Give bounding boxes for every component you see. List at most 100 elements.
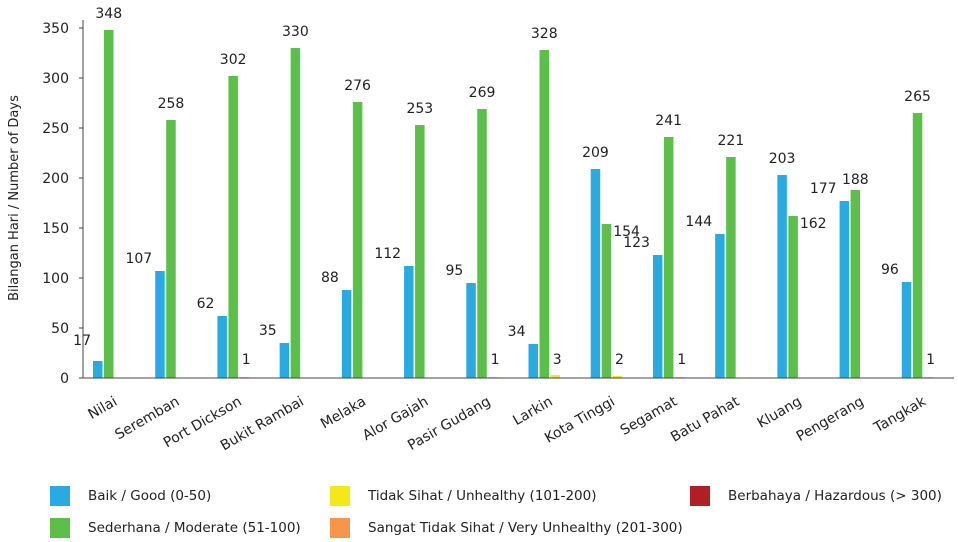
legend-swatch-hazardous [690,486,710,506]
bar [341,290,352,378]
bar [166,120,176,378]
y-axis-title: Bilangan Hari / Number of Days [7,95,22,301]
data-label: 253 [406,101,433,117]
data-label: 188 [842,172,869,188]
bar [352,102,363,378]
bar [850,190,861,378]
data-label: 123 [623,235,650,251]
bar [290,48,301,378]
bar [539,50,549,378]
x-tick-label: Tangkak [871,393,930,436]
bar [777,175,787,378]
bar-chart: Bilangan Hari / Number of Days 0 50 100 150… [7,6,954,454]
bar [477,109,487,378]
data-label: 241 [655,113,682,129]
x-tick-label: Larkin [510,394,555,429]
bar [528,344,538,378]
legend-item-moderate: Sederhana / Moderate (51-100) [50,518,301,538]
data-label: 1 [242,352,251,368]
bar [663,137,674,378]
data-label: 112 [374,246,401,262]
x-tick-label: Pengerang [794,394,867,445]
x-tick-label: Kota Tinggi [542,394,618,447]
data-label: 34 [508,324,526,340]
y-tick-label: 100 [42,271,69,287]
bar [715,234,725,378]
bar [155,271,165,378]
legend-swatch-good [50,486,70,506]
data-label: 1 [677,352,686,368]
bar [612,376,623,378]
legend-label-hazardous: Berbahaya / Hazardous (> 300) [728,488,942,504]
data-label: 276 [344,78,371,94]
legend-item-unhealthy: Tidak Sihat / Unhealthy (101-200) [330,486,597,506]
data-label: 328 [531,26,558,42]
data-label: 144 [685,214,712,230]
bar [279,343,290,378]
bar [901,282,912,378]
bar [912,113,923,378]
x-tick-label: Melaka [318,394,369,433]
bar [228,76,238,378]
y-tick-label: 0 [60,371,69,387]
legend-swatch-unhealthy [330,486,350,506]
data-labels: 1734810725862302135330882761122539526913… [73,6,935,368]
bar [415,125,425,378]
bar [726,157,736,378]
bar [550,375,560,378]
data-label: 177 [810,181,837,197]
bar [93,361,103,378]
data-label: 203 [769,151,796,167]
data-label: 88 [321,270,339,286]
data-label: 17 [73,333,91,349]
data-label: 265 [904,89,931,105]
data-label: 2 [615,352,624,368]
x-tick-label: Nilai [85,394,120,423]
bar [652,255,663,378]
data-label: 96 [881,262,899,278]
x-tick-label: Batu Pahat [668,393,743,445]
bar [601,224,612,378]
data-label: 154 [613,224,640,240]
data-label: 3 [553,352,562,368]
y-tick-label: 150 [42,221,69,237]
bar [104,30,114,378]
data-label: 1 [491,352,500,368]
data-label: 302 [220,52,247,68]
data-label: 107 [125,251,152,267]
legend-label-good: Baik / Good (0-50) [88,488,212,504]
bar [788,216,798,378]
data-label: 62 [197,296,215,312]
data-label: 162 [800,216,827,232]
x-tick-label: Kluang [755,394,805,432]
legend-label-moderate: Sederhana / Moderate (51-100) [88,520,301,536]
legend-item-very-unhealthy: Sangat Tidak Sihat / Very Unhealthy (201… [330,518,683,538]
data-label: 221 [718,133,745,149]
legend-item-hazardous: Berbahaya / Hazardous (> 300) [690,486,942,506]
legend: Baik / Good (0-50) Sederhana / Moderate … [0,480,958,542]
data-label: 258 [158,96,185,112]
data-label: 209 [582,145,609,161]
bar [590,169,601,378]
data-label: 269 [469,85,496,101]
data-label: 348 [95,6,122,22]
bars [93,30,934,378]
y-tick-label: 250 [42,121,69,137]
data-label: 95 [445,263,463,279]
legend-label-very-unhealthy: Sangat Tidak Sihat / Very Unhealthy (201… [368,520,683,536]
bar [217,316,227,378]
y-tick-label: 300 [42,71,69,87]
legend-swatch-very-unhealthy [330,518,350,538]
legend-item-good: Baik / Good (0-50) [50,486,211,506]
bar [404,266,414,378]
legend-swatch-moderate [50,518,70,538]
y-axis: 0 50 100 150 200 250 300 350 [42,20,84,387]
data-label: 330 [282,24,309,40]
y-tick-label: 50 [51,321,69,337]
legend-label-unhealthy: Tidak Sihat / Unhealthy (101-200) [368,488,597,504]
data-label: 1 [926,352,935,368]
y-tick-label: 350 [42,21,69,37]
bar [839,201,850,378]
